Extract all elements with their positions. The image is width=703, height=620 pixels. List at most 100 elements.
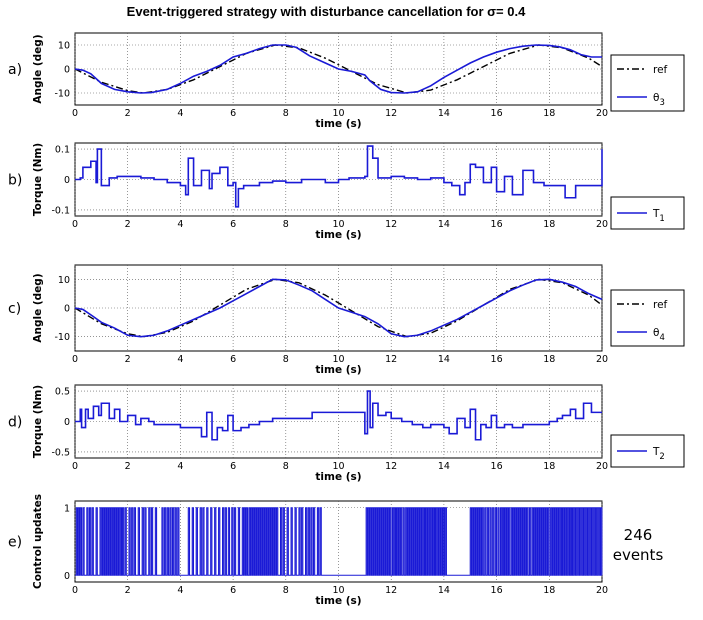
x-tick-label: 16 — [491, 354, 503, 365]
x-tick-label: 2 — [125, 585, 131, 596]
x-tick-label: 4 — [177, 585, 183, 596]
x-tick-label: 6 — [230, 461, 236, 472]
x-tick-label: 20 — [596, 108, 608, 119]
legend-label: θ3 — [653, 92, 665, 108]
x-tick-label: 2 — [125, 219, 131, 230]
events-count: 246 — [624, 526, 653, 544]
figure-title: Event-triggered strategy with disturbanc… — [127, 4, 526, 19]
x-tick-label: 8 — [283, 461, 289, 472]
y-tick-label: 10 — [58, 41, 70, 52]
x-axis-label: time (s) — [315, 471, 361, 483]
x-tick-label: 8 — [283, 219, 289, 230]
panel-label: b) — [8, 173, 22, 189]
y-tick-label: 0 — [64, 571, 70, 582]
y-axis-label: Torque (Nm) — [32, 143, 44, 216]
x-tick-label: 18 — [543, 585, 555, 596]
x-axis-label: time (s) — [315, 118, 361, 130]
x-tick-label: 20 — [596, 219, 608, 230]
x-tick-label: 0 — [72, 461, 78, 472]
series-line-T1 — [75, 145, 603, 208]
x-tick-label: 4 — [177, 219, 183, 230]
x-tick-label: 4 — [177, 108, 183, 119]
x-tick-label: 18 — [543, 461, 555, 472]
x-tick-label: 10 — [332, 585, 344, 596]
x-tick-label: 12 — [385, 108, 397, 119]
x-tick-label: 6 — [230, 108, 236, 119]
x-tick-label: 6 — [230, 219, 236, 230]
x-tick-label: 16 — [491, 219, 503, 230]
x-tick-label: 10 — [332, 108, 344, 119]
x-tick-label: 12 — [385, 461, 397, 472]
y-tick-label: -0.5 — [51, 447, 70, 458]
legend-label: ref — [653, 64, 668, 76]
x-tick-label: 2 — [125, 461, 131, 472]
x-tick-label: 10 — [332, 219, 344, 230]
x-tick-label: 4 — [177, 461, 183, 472]
y-tick-label: 0 — [64, 417, 70, 428]
series-line-T2 — [75, 390, 602, 441]
legend-box — [610, 54, 685, 112]
y-axis-label: Control updates — [32, 494, 44, 589]
x-tick-label: 14 — [438, 108, 450, 119]
y-tick-label: -10 — [54, 332, 70, 343]
x-tick-label: 6 — [230, 585, 236, 596]
y-tick-label: 0 — [64, 304, 70, 315]
series-line-ref — [74, 278, 603, 338]
y-tick-label: 1 — [64, 503, 70, 514]
x-tick-label: 8 — [283, 108, 289, 119]
panel-label: a) — [8, 62, 22, 78]
panel-label: c) — [8, 301, 21, 317]
x-tick-label: 20 — [596, 354, 608, 365]
x-tick-label: 6 — [230, 354, 236, 365]
legend-box — [610, 289, 685, 347]
x-tick-label: 4 — [177, 354, 183, 365]
x-axis-label: time (s) — [315, 364, 361, 376]
x-tick-label: 10 — [332, 354, 344, 365]
panel-label: e) — [8, 535, 22, 551]
y-tick-label: 0 — [64, 65, 70, 76]
x-tick-label: 10 — [332, 461, 344, 472]
x-tick-label: 14 — [438, 219, 450, 230]
x-tick-label: 2 — [125, 354, 131, 365]
series-line-θ3 — [74, 44, 602, 94]
x-tick-label: 8 — [283, 585, 289, 596]
x-tick-label: 18 — [543, 108, 555, 119]
events-label: events — [613, 546, 664, 564]
series-line-events — [75, 507, 603, 576]
y-tick-label: 10 — [58, 275, 70, 286]
x-tick-label: 12 — [385, 219, 397, 230]
x-tick-label: 20 — [596, 461, 608, 472]
panel-5: 0 2 4 6 8 10 12 14 16 18 20 0 1 time (s) Control updat… — [8, 494, 608, 607]
x-axis-label: time (s) — [315, 229, 361, 241]
x-tick-label: 16 — [491, 461, 503, 472]
y-tick-label: -10 — [54, 89, 70, 100]
x-tick-label: 12 — [385, 585, 397, 596]
panel-label: d) — [8, 415, 22, 431]
y-tick-label: -0.1 — [51, 205, 70, 216]
x-tick-label: 8 — [283, 354, 289, 365]
y-tick-label: 0.1 — [55, 145, 70, 156]
y-axis-label: Angle (deg) — [32, 273, 44, 342]
legend-label: ref — [653, 299, 668, 311]
y-tick-label: 0 — [64, 175, 70, 186]
x-tick-label: 18 — [543, 354, 555, 365]
x-tick-label: 20 — [596, 585, 608, 596]
x-tick-label: 16 — [491, 108, 503, 119]
x-tick-label: 2 — [125, 108, 131, 119]
x-tick-label: 12 — [385, 354, 397, 365]
x-tick-label: 0 — [72, 219, 78, 230]
y-axis-label: Torque (Nm) — [32, 385, 44, 458]
x-tick-label: 0 — [72, 354, 78, 365]
x-axis-label: time (s) — [315, 595, 361, 607]
x-tick-label: 14 — [438, 585, 450, 596]
series-line-θ4 — [74, 278, 603, 338]
x-tick-label: 18 — [543, 219, 555, 230]
x-tick-label: 16 — [491, 585, 503, 596]
legend-label: θ4 — [653, 327, 665, 343]
y-tick-label: 0.5 — [55, 387, 70, 398]
